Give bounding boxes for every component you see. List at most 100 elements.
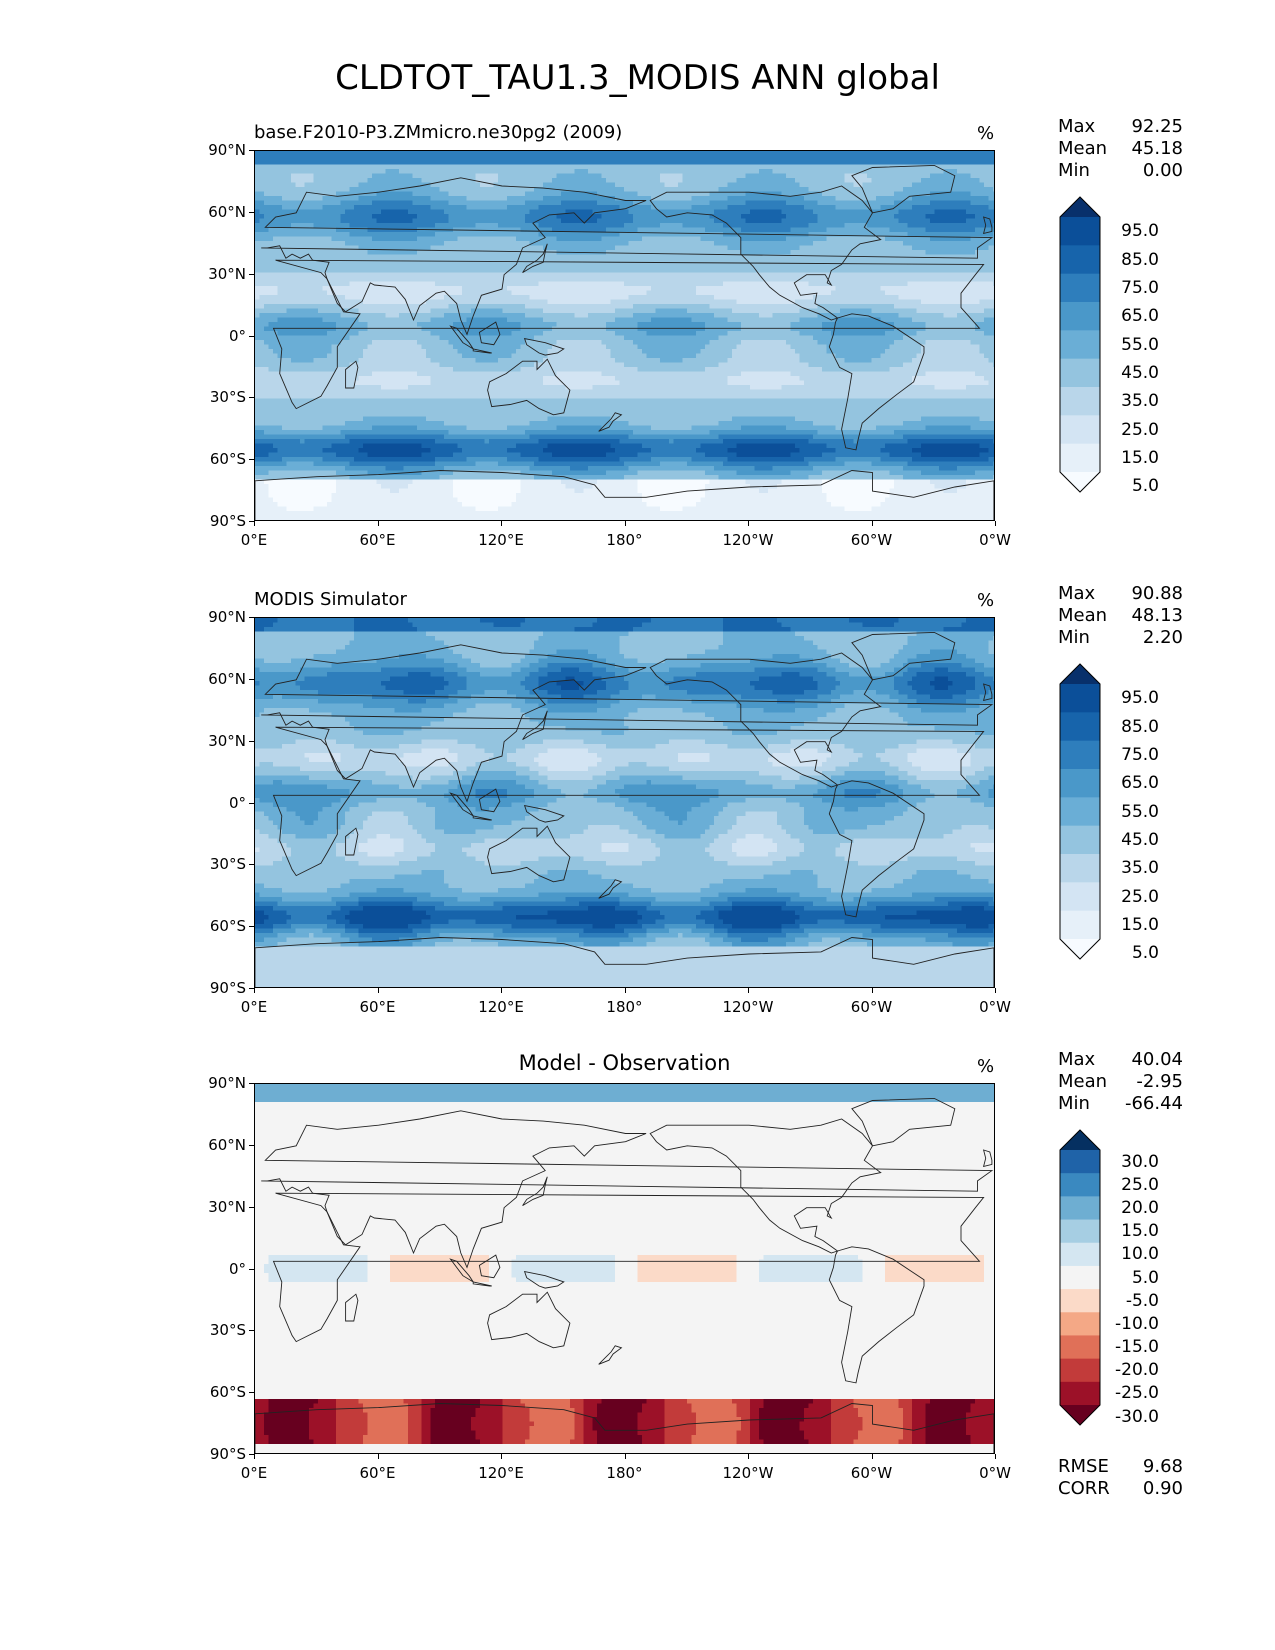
- lon-tick-mark: [377, 988, 379, 993]
- stat-value: 40.04: [1131, 1049, 1183, 1071]
- coastline: [522, 1176, 548, 1206]
- panel-units: %: [977, 1056, 994, 1077]
- coastline: [345, 827, 359, 856]
- colorbar: [1059, 663, 1101, 960]
- lat-tick-mark: [249, 678, 254, 680]
- colorbar-bin: [1060, 797, 1100, 827]
- colorbar-tick-label: 35.0: [1105, 391, 1159, 411]
- lat-tick-label: 30°N: [192, 265, 246, 283]
- lon-tick-mark: [624, 1454, 626, 1459]
- stat-value: 48.13: [1131, 605, 1183, 627]
- lon-tick-mark: [624, 521, 626, 526]
- lat-tick-label: 30°S: [192, 388, 246, 406]
- stat-value: 0.00: [1143, 160, 1183, 182]
- lat-tick-label: 60°S: [192, 1383, 246, 1401]
- lat-tick-label: 90°N: [192, 1074, 246, 1092]
- colorbar-bin: [1060, 1312, 1100, 1336]
- lat-tick-mark: [249, 864, 254, 866]
- colorbar-tick-label: 85.0: [1105, 250, 1159, 270]
- colorbar: [1059, 1129, 1101, 1426]
- stats-row: Max 90.88: [1058, 583, 1183, 605]
- stat-value: 45.18: [1131, 138, 1183, 160]
- panel-units: %: [977, 590, 994, 611]
- figure-title: CLDTOT_TAU1.3_MODIS ANN global: [0, 58, 1275, 98]
- stats-row: Max 92.25: [1058, 116, 1183, 138]
- colorbar-tick-label: 75.0: [1105, 278, 1159, 298]
- lat-tick-mark: [249, 1330, 254, 1332]
- coastline: [649, 652, 882, 788]
- coastline: [255, 470, 994, 520]
- map-canvas: [255, 618, 994, 987]
- coastline: [523, 338, 565, 356]
- coastline: [478, 1254, 501, 1279]
- lat-tick-mark: [249, 150, 254, 151]
- colorbar-outline: [1059, 1129, 1101, 1426]
- lon-tick-mark: [501, 988, 502, 993]
- lon-tick-label: 0°E: [224, 998, 284, 1016]
- lat-tick-label: 90°S: [192, 979, 246, 997]
- colorbar-extend-top: [1060, 197, 1100, 217]
- lon-tick-mark: [254, 521, 255, 526]
- lat-tick-mark: [249, 459, 254, 461]
- lat-tick-label: 30°S: [192, 1321, 246, 1339]
- stat-value: -66.44: [1125, 1093, 1183, 1115]
- lat-tick-mark: [249, 926, 254, 928]
- lon-tick-mark: [995, 988, 996, 993]
- stats-row: Max 40.04: [1058, 1049, 1183, 1071]
- lon-tick-label: 0°W: [965, 531, 1025, 549]
- lat-tick-label: 30°N: [192, 1198, 246, 1216]
- lat-tick-mark: [249, 1454, 254, 1455]
- lon-tick-label: 120°W: [718, 1464, 778, 1482]
- lat-tick-label: 60°N: [192, 1136, 246, 1154]
- field-cells: [255, 618, 994, 987]
- colorbar-bin: [1060, 1242, 1100, 1267]
- colorbar-bin: [1060, 217, 1100, 246]
- coastline: [523, 805, 565, 823]
- lon-tick-mark: [254, 1454, 255, 1459]
- colorbar-bin: [1060, 358, 1100, 388]
- lat-tick-mark: [249, 1206, 254, 1208]
- stat-label: Mean: [1058, 605, 1107, 627]
- lon-tick-mark: [748, 988, 749, 993]
- stat-value: 0.90: [1143, 1478, 1183, 1500]
- coastline: [345, 360, 359, 389]
- lat-tick-mark: [249, 988, 254, 989]
- lat-tick-label: 60°S: [192, 917, 246, 935]
- lon-tick-label: 120°E: [471, 1464, 531, 1482]
- coastlines: [255, 631, 994, 987]
- stat-label: Min: [1058, 1093, 1090, 1115]
- panel-title: Model - Observation: [254, 1051, 995, 1075]
- colorbar-extend-top: [1060, 664, 1100, 684]
- stat-label: Mean: [1058, 1071, 1107, 1093]
- colorbar-tick-label: 95.0: [1105, 221, 1159, 241]
- lat-tick-mark: [249, 802, 254, 804]
- coastline: [449, 1258, 474, 1283]
- coastline: [598, 1345, 623, 1365]
- stats-table: Max 90.88 Mean 48.13 Min 2.20: [1058, 583, 1183, 649]
- lon-tick-label: 120°W: [718, 998, 778, 1016]
- map-panel: [254, 150, 995, 521]
- coastline: [851, 1097, 956, 1147]
- lon-tick-mark: [377, 521, 379, 526]
- colorbar-tick-label: -30.0: [1105, 1407, 1159, 1427]
- colorbar-tick-label: 15.0: [1105, 915, 1159, 935]
- colorbar-extend-top: [1060, 1130, 1100, 1150]
- coastline: [522, 710, 548, 740]
- lon-tick-mark: [995, 521, 996, 526]
- colorbar-bin: [1060, 1196, 1100, 1221]
- map-canvas: [255, 1084, 994, 1453]
- colorbar-bin: [1060, 882, 1100, 912]
- lon-tick-mark: [871, 988, 873, 993]
- lon-tick-label: 180°: [595, 998, 655, 1016]
- stat-label: Max: [1058, 116, 1095, 138]
- coastline: [272, 259, 985, 410]
- lat-tick-mark: [249, 1268, 254, 1270]
- coastline: [255, 1403, 994, 1453]
- colorbar-bin: [1060, 273, 1100, 303]
- coastline: [261, 1110, 994, 1269]
- colorbar-tick-label: 25.0: [1105, 1175, 1159, 1195]
- coastline: [649, 1118, 882, 1254]
- lat-tick-mark: [249, 521, 254, 522]
- coastline: [472, 815, 492, 821]
- lon-tick-mark: [995, 1454, 996, 1459]
